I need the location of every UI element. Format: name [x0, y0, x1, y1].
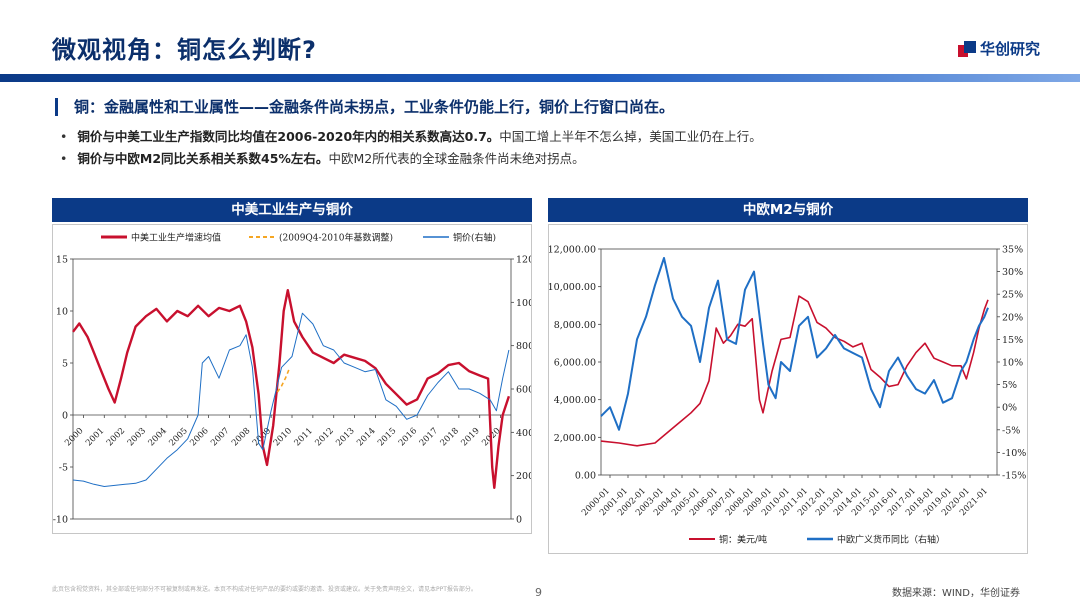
page-number: 9 — [535, 586, 542, 599]
y-right-tick-label: 15% — [1002, 335, 1023, 346]
x-tick-label: 2008 — [230, 426, 252, 448]
x-tick-label: 2001 — [84, 426, 106, 448]
x-tick-label: 2016 — [397, 426, 419, 448]
y-left-tick-label: -10 — [53, 515, 68, 526]
x-tick-label: 2010 — [272, 426, 294, 448]
header-divider — [0, 74, 1080, 82]
bullet-bold: 铜价与中美工业生产指数同比均值在2006-2020年内的相关系数高达0.7。 — [77, 129, 500, 144]
x-tick-label: 2015 — [376, 426, 398, 448]
data-source: 数据来源：WIND，华创证券 — [891, 588, 1020, 599]
y-left-tick-label: 12,000.00 — [549, 245, 596, 256]
y-right-tick-label: 20% — [1002, 312, 1023, 323]
y-right-tick-label: 10000 — [516, 298, 531, 309]
y-right-tick-label: 35% — [1002, 245, 1023, 256]
chart-left-frame: 15 10 5 0 -5 -10 12000 10000 8000 6000 4000 2000 0 20… — [52, 224, 547, 534]
x-tick-label: 2002 — [105, 426, 127, 448]
x-tick-label: 2004 — [147, 426, 169, 448]
plot-area — [600, 248, 998, 476]
x-tick-label: 2007 — [209, 426, 231, 448]
y-left-tick-label: 6,000.00 — [554, 358, 596, 369]
series-line-1 — [72, 288, 511, 489]
series-line-3 — [72, 312, 510, 487]
y-left-tick-label: 0 — [62, 411, 68, 422]
bullet-dot-icon: • — [60, 151, 68, 166]
legend-label: 铜：美元/吨 — [719, 534, 767, 546]
y-left-tick-label: 10 — [56, 307, 68, 318]
bullet-list: • 铜价与中美工业生产指数同比均值在2006-2020年内的相关系数高达0.7。… — [60, 126, 762, 170]
y-right-tick-label: 25% — [1002, 290, 1023, 301]
subhead-marker — [55, 97, 58, 116]
disclaimer: 此页包含视觉资料，其全部或任何部分不可被复制或再发送。本页不构成对任何产品的要约… — [52, 586, 477, 593]
y-left-tick-label: -5 — [59, 463, 68, 474]
series-line-2 — [600, 257, 989, 431]
x-tick-label: 2011 — [293, 426, 315, 448]
x-tick-label: 2000 — [63, 426, 85, 448]
series-line-1 — [600, 295, 989, 447]
y-right-tick-label: 2000 — [516, 471, 531, 482]
brand-logo: 华创研究 — [957, 38, 1040, 59]
chart-right: 12,000.00 10,000.00 8,000.00 6,000.00 4,000.… — [548, 245, 1027, 546]
x-tick-label: 2014 — [355, 426, 377, 448]
bullet-dot-icon: • — [60, 129, 68, 144]
y-right-tick-label: 30% — [1002, 267, 1023, 278]
y-left-tick-label: 0.00 — [575, 471, 596, 482]
bullet-item: • 铜价与中欧M2同比关系相关系数45%左右。中欧M2所代表的全球金融条件尚未绝… — [60, 148, 762, 170]
legend-label: 中美工业生产增速均值 — [131, 232, 221, 244]
y-left-tick-label: 2,000.00 — [554, 433, 596, 444]
x-tick-label: 2019 — [459, 426, 481, 448]
bullet-item: • 铜价与中美工业生产指数同比均值在2006-2020年内的相关系数高达0.7。… — [60, 126, 762, 148]
y-left-tick-label: 10,000.00 — [549, 282, 596, 293]
chart-right-frame: 12,000.00 10,000.00 8,000.00 6,000.00 4,000.… — [548, 224, 1028, 554]
y-right-tick-label: 5% — [1002, 380, 1017, 391]
y-right-tick-label: 0 — [516, 515, 522, 526]
subhead-text: 铜：金融属性和工业属性——金融条件尚未拐点，工业条件仍能上行，铜价上行窗口尚在。 — [74, 98, 675, 116]
x-tick-label: 2003 — [126, 426, 148, 448]
logo-icon — [957, 40, 976, 57]
bullet-rest: 中欧M2所代表的全球金融条件尚未绝对拐点。 — [328, 151, 585, 166]
x-tick-label: 2005 — [167, 426, 189, 448]
y-right-tick-label: 6000 — [516, 385, 531, 396]
x-tick-label: 2017 — [418, 426, 440, 448]
y-left-tick-label: 15 — [56, 255, 68, 266]
x-tick-label: 2012 — [313, 426, 335, 448]
bullet-bold: 铜价与中欧M2同比关系相关系数45%左右。 — [77, 151, 329, 166]
legend-label: (2009Q4-2010年基数调整) — [279, 232, 393, 244]
chart-left: 15 10 5 0 -5 -10 12000 10000 8000 6000 4000 2000 0 20… — [53, 232, 547, 526]
x-tick-label: 2018 — [439, 426, 461, 448]
y-left-tick-label: 4,000.00 — [554, 395, 596, 406]
page-title: 微观视角：铜怎么判断? — [52, 36, 317, 64]
y-left-tick-label: 5 — [62, 359, 68, 370]
plot-area — [72, 258, 512, 520]
logo-text: 华创研究 — [979, 40, 1040, 58]
y-right-tick-label: 10% — [1002, 358, 1023, 369]
y-left-tick-label: 8,000.00 — [554, 320, 596, 331]
bullet-rest: 中国工增上半年不怎么掉，美国工业仍在上行。 — [499, 129, 762, 144]
y-right-tick-label: 8000 — [516, 341, 531, 352]
y-right-tick-label: -15% — [1002, 471, 1026, 482]
subheading: 铜：金融属性和工业属性——金融条件尚未拐点，工业条件仍能上行，铜价上行窗口尚在。 — [55, 96, 674, 117]
y-right-tick-label: -5% — [1002, 425, 1020, 436]
y-right-tick-label: -10% — [1002, 448, 1026, 459]
y-right-tick-label: 0% — [1002, 403, 1017, 414]
x-tick-label: 2013 — [334, 426, 356, 448]
chart-left-title: 中美工业生产与铜价 — [52, 198, 532, 222]
legend-label: 铜价(右轴) — [453, 232, 496, 244]
series-line-2 — [276, 366, 291, 393]
chart-right-title: 中欧M2与铜价 — [548, 198, 1028, 222]
y-right-tick-label: 12000 — [516, 255, 531, 266]
legend-label: 中欧广义货币同比（右轴） — [837, 534, 945, 546]
y-right-tick-label: 4000 — [516, 428, 531, 439]
